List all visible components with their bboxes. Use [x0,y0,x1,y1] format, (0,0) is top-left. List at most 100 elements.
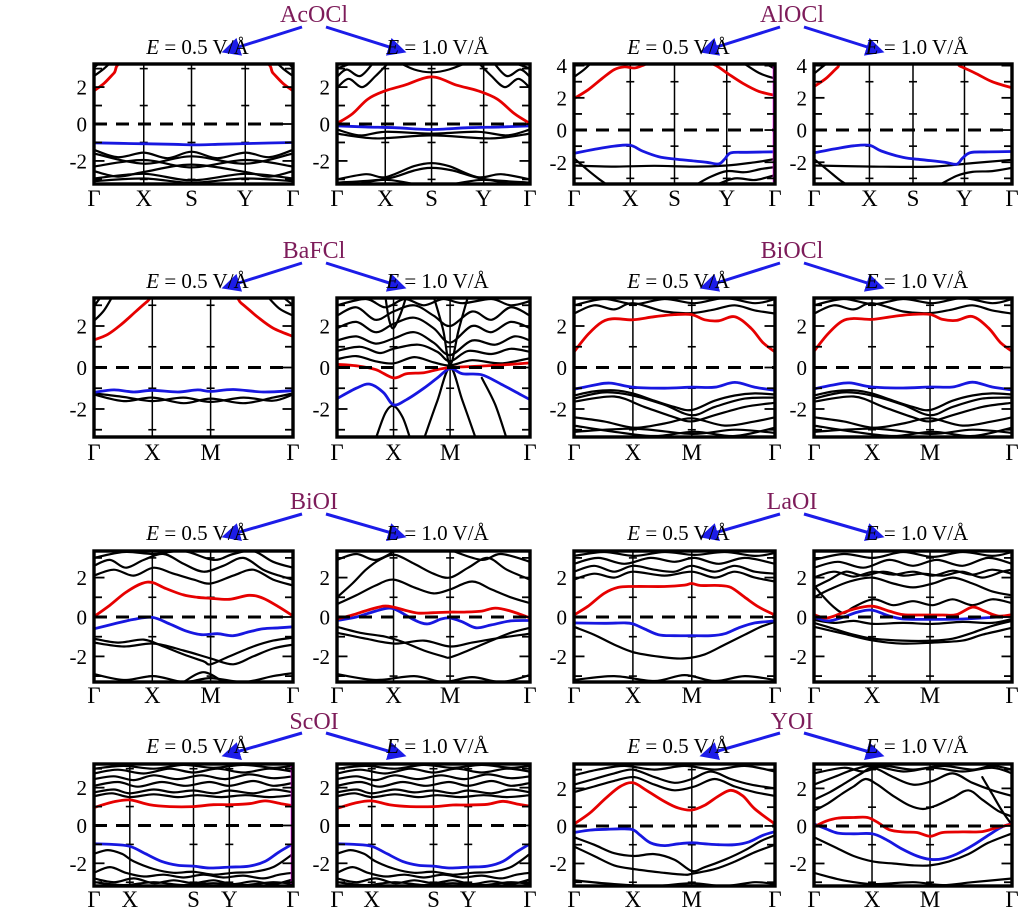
black-band-curve [574,768,775,790]
black-band-curve [574,564,775,575]
k-point-label: S [425,186,438,211]
arrow-right-icon [325,261,407,292]
y-tick-label: 2 [797,777,808,801]
y-tick-label: 2 [77,776,88,800]
k-point-label: Γ [330,440,343,465]
black-band-curve [814,764,1012,775]
k-point-label: Γ [330,887,343,912]
k-point-label: M [440,440,460,465]
black-band-curve [814,766,1012,801]
arrow-right-icon [803,261,885,292]
black-band-curve [94,298,113,322]
conduction-band-curve [814,312,1012,353]
field-label: E = 1.0 V/Å [865,35,969,59]
y-tick-label: -2 [550,151,568,175]
conduction-band-curve [94,298,293,342]
black-band-curve [814,551,1012,561]
field-label: E = 1.0 V/Å [385,734,489,758]
black-band-curve [432,298,469,367]
black-band-curve [337,161,530,181]
black-band-curve [94,641,293,666]
k-point-label: Γ [1005,887,1018,912]
y-tick-label: 2 [797,86,808,110]
black-band-curve [337,304,530,328]
k-point-label: S [185,186,198,211]
y-tick-label: -2 [790,151,808,175]
black-band-curve [94,392,293,405]
k-point-label: Y [460,887,477,912]
black-band-curve [337,788,530,795]
y-tick-label: 0 [557,605,568,629]
black-band-curve [267,298,293,317]
black-band-curve [695,166,775,184]
y-tick-label: 2 [557,566,568,590]
black-band-curve [574,391,775,417]
k-point-label: X [622,186,639,211]
k-point-label: Γ [807,186,820,211]
valence-band-curve [337,367,530,407]
k-point-label: Γ [330,186,343,211]
black-band-curve [94,672,293,682]
black-band-curve [94,773,293,782]
valence-band-curve [94,388,293,394]
k-point-label: Γ [1005,440,1018,465]
y-tick-label: 0 [77,113,88,137]
black-band-curve [337,343,530,363]
band-panel-yoi-1: 2 0 -2 Γ X M Γ [790,762,1019,912]
black-band-curve [574,157,775,168]
field-label: E = 0.5 V/Å [626,35,730,59]
y-tick-label: 0 [557,814,568,838]
material-label-acocl: AcOCl [280,2,348,28]
valence-band-curve [574,143,775,166]
k-point-label: X [625,887,642,912]
black-band-curve [94,792,293,799]
k-point-label: X [385,440,402,465]
arrow-right-icon [803,25,885,56]
black-band-curve [574,570,775,583]
black-band-curve [337,631,530,648]
k-point-label: Y [237,186,254,211]
black-band-curve [480,376,508,437]
black-band-curve [337,298,530,309]
black-band-curve [337,865,530,880]
arrow-right-icon [325,25,407,56]
arrow-left-icon [221,512,303,542]
band-panel-acocl-1: 2 0 -2 Γ X S Y Γ [313,62,537,211]
k-point-label: M [920,683,940,708]
black-band-curve [451,551,530,563]
y-tick-label: 4 [557,54,568,78]
k-point-label: X [864,440,881,465]
black-band-curve [574,395,775,423]
black-band-curve [337,877,530,886]
k-point-label: Γ [768,683,781,708]
k-point-label: Γ [567,186,580,211]
k-point-label: Y [718,186,735,211]
black-band-curve [337,64,389,90]
field-label: E = 1.0 V/Å [385,35,489,59]
valence-band-curve [337,124,530,131]
conduction-band-curve [337,604,530,621]
y-tick-label: 0 [557,119,568,143]
black-band-curve [574,775,775,797]
y-tick-label: -2 [790,397,808,421]
black-band-curve [814,584,1012,615]
black-band-curve [574,834,775,873]
y-tick-label: -2 [790,852,808,876]
k-point-label: Γ [286,683,299,708]
conduction-band-curve [814,815,1012,838]
band-panel-bafcl-0: 2 0 -2 Γ X M Γ [70,296,300,465]
black-band-curve [337,354,530,367]
conduction-band-curve [94,580,293,618]
black-band-curve [337,132,530,140]
black-band-curve [574,764,775,777]
black-band-curve [814,389,1012,412]
band-panel-scoi-0: 20-2Γ X S Y Γ [70,762,300,912]
arrow-right-icon [325,731,407,761]
k-point-label: X [144,440,161,465]
black-band-curve [94,779,293,788]
panel-frame [92,549,295,684]
black-band-curve [337,792,530,799]
field-label: E = 0.5 V/Å [626,734,730,758]
k-point-label: Γ [807,440,820,465]
